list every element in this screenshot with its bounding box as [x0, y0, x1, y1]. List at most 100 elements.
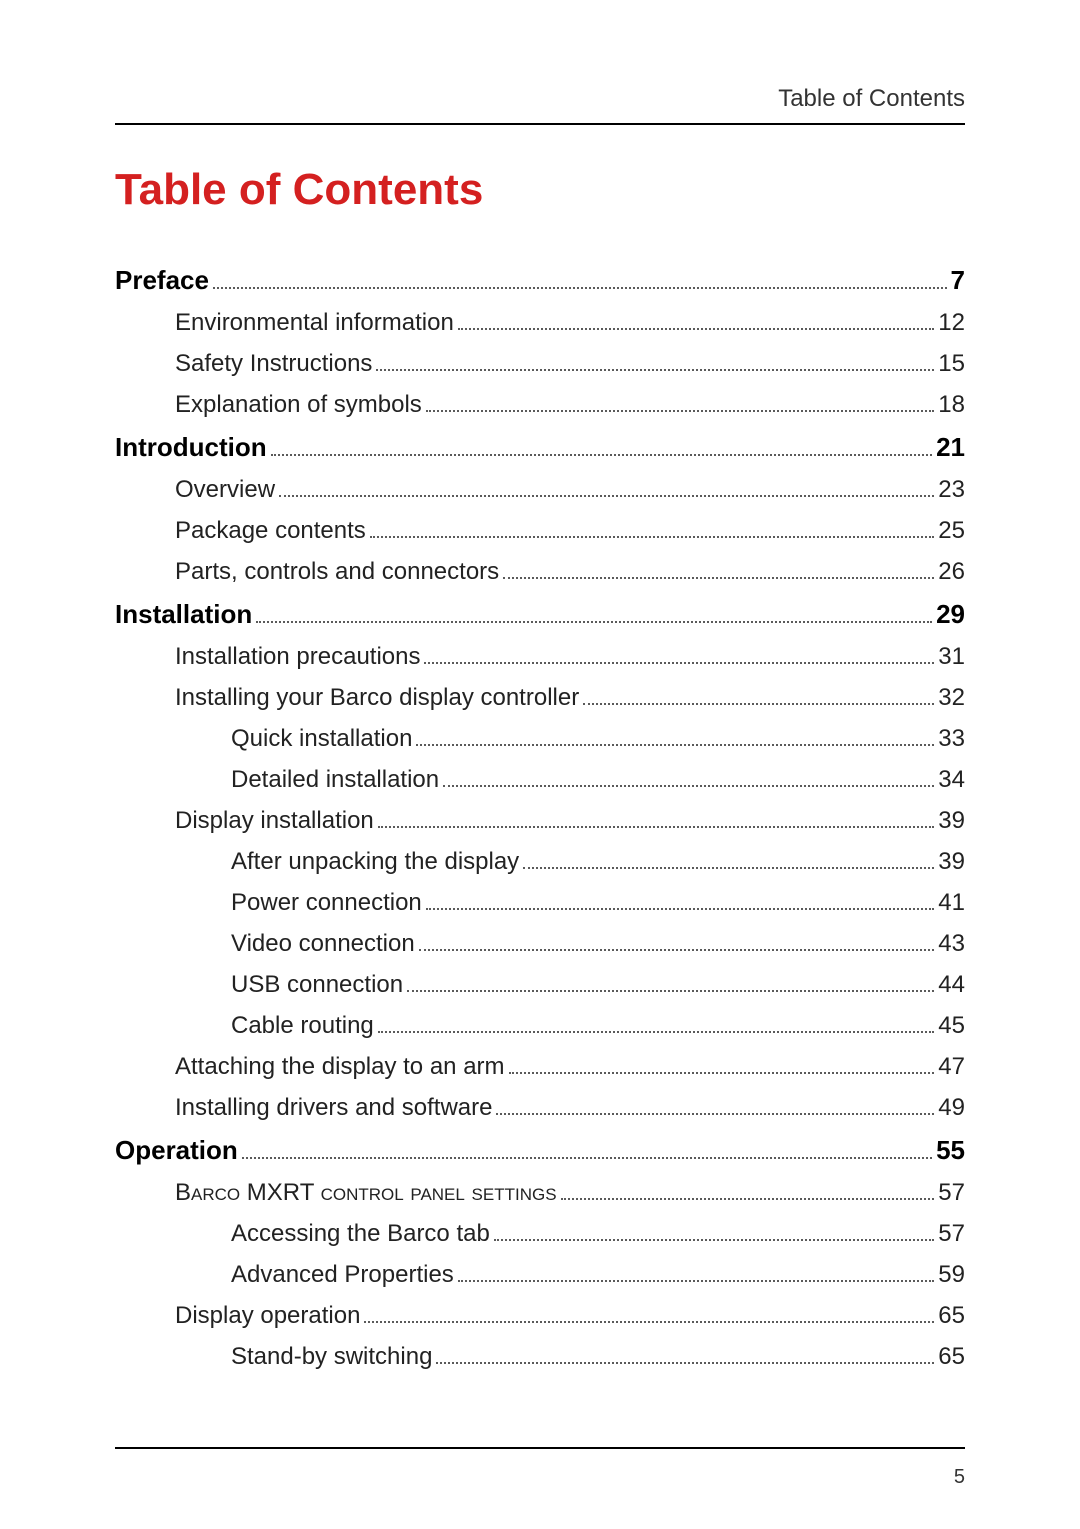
toc-row: Environmental information 12: [175, 309, 965, 337]
toc-entry-page: 59: [938, 1261, 965, 1289]
toc-leader-dots: [503, 577, 934, 579]
toc-leader-dots: [407, 990, 934, 992]
toc-entry-label: Installing drivers and software: [175, 1094, 492, 1122]
toc-row: Display operation 65: [175, 1302, 965, 1330]
toc-row: Package contents 25: [175, 517, 965, 545]
toc-entry-page: 39: [938, 848, 965, 876]
toc-entry-label: Explanation of symbols: [175, 391, 422, 419]
toc-row: Barco MXRT control panel settings 57: [175, 1179, 965, 1207]
toc-entry-page: 32: [938, 684, 965, 712]
toc-entry-label: Barco MXRT control panel settings: [175, 1179, 557, 1207]
toc-entry-label: Operation: [115, 1135, 238, 1166]
toc-leader-dots: [426, 410, 935, 412]
toc-row: Accessing the Barco tab 57: [231, 1220, 965, 1248]
toc-leader-dots: [378, 826, 935, 828]
toc-entry-page: 34: [938, 766, 965, 794]
toc-leader-dots: [494, 1239, 934, 1241]
toc-entry-page: 45: [938, 1012, 965, 1040]
toc-entry-label: Installing your Barco display controller: [175, 684, 579, 712]
toc-entry-page: 21: [936, 432, 965, 463]
toc-entry-label: Installation: [115, 599, 252, 630]
toc-row: After unpacking the display39: [231, 848, 965, 876]
toc-entry-page: 55: [936, 1135, 965, 1166]
toc-leader-dots: [496, 1113, 934, 1115]
toc-row: Safety Instructions 15: [175, 350, 965, 378]
toc-leader-dots: [458, 328, 934, 330]
toc-row: Cable routing 45: [231, 1012, 965, 1040]
toc-entry-page: 65: [938, 1302, 965, 1330]
toc-entry-page: 65: [938, 1343, 965, 1371]
toc-entry-label: Environmental information: [175, 309, 454, 337]
toc-leader-dots: [419, 949, 935, 951]
toc-entry-page: 57: [938, 1179, 965, 1207]
toc-leader-dots: [426, 908, 935, 910]
toc-entry-page: 39: [938, 807, 965, 835]
toc-row: Stand-by switching 65: [231, 1343, 965, 1371]
toc-row: Explanation of symbols 18: [175, 391, 965, 419]
toc-entry-label: Video connection: [231, 930, 415, 958]
toc-entry-page: 49: [938, 1094, 965, 1122]
toc-entry-page: 33: [938, 725, 965, 753]
toc-leader-dots: [370, 536, 935, 538]
toc-leader-dots: [458, 1280, 935, 1282]
toc-entry-label: Package contents: [175, 517, 366, 545]
toc-row: Installation 29: [115, 599, 965, 630]
toc-leader-dots: [509, 1072, 935, 1074]
header-label: Table of Contents: [115, 85, 965, 113]
toc-leader-dots: [583, 703, 934, 705]
toc-leader-dots: [416, 744, 934, 746]
toc-row: Operation 55: [115, 1135, 965, 1166]
toc-entry-label: Preface: [115, 265, 209, 296]
toc-row: Installation precautions 31: [175, 643, 965, 671]
toc-leader-dots: [523, 867, 934, 869]
toc-entry-label: Parts, controls and connectors: [175, 558, 499, 586]
toc-row: Preface 7: [115, 265, 965, 296]
toc-leader-dots: [378, 1031, 935, 1033]
toc-entry-page: 57: [938, 1220, 965, 1248]
toc-entry-label: Installation precautions: [175, 643, 420, 671]
toc-entry-label: Safety Instructions: [175, 350, 372, 378]
toc-row: Installing your Barco display controller…: [175, 684, 965, 712]
toc-row: Introduction 21: [115, 432, 965, 463]
toc-leader-dots: [443, 785, 934, 787]
toc-leader-dots: [242, 1157, 932, 1159]
main-title: Table of Contents: [115, 165, 965, 215]
toc-entry-label: Introduction: [115, 432, 267, 463]
toc-row: Installing drivers and software 49: [175, 1094, 965, 1122]
toc-entry-page: 7: [951, 265, 965, 296]
toc-row: Advanced Properties 59: [231, 1261, 965, 1289]
toc-entry-page: 25: [938, 517, 965, 545]
toc-entry-page: 15: [938, 350, 965, 378]
toc-entry-label: Display installation: [175, 807, 374, 835]
toc-entry-label: Detailed installation: [231, 766, 439, 794]
toc-entry-label: Cable routing: [231, 1012, 374, 1040]
toc-leader-dots: [271, 454, 932, 456]
toc-leader-dots: [279, 495, 934, 497]
toc-entry-page: 12: [938, 309, 965, 337]
toc-leader-dots: [364, 1321, 934, 1323]
toc-row: Power connection 41: [231, 889, 965, 917]
toc-entry-label: Attaching the display to an arm: [175, 1053, 505, 1081]
toc-entry-label: Overview: [175, 476, 275, 504]
toc-entry-page: 31: [938, 643, 965, 671]
header-rule: [115, 123, 965, 125]
table-of-contents: Preface 7 Environmental information 12 Safet…: [115, 265, 965, 1371]
toc-entry-page: 41: [938, 889, 965, 917]
toc-entry-page: 18: [938, 391, 965, 419]
toc-entry-label: Stand-by switching: [231, 1343, 432, 1371]
toc-entry-page: 47: [938, 1053, 965, 1081]
toc-entry-page: 44: [938, 971, 965, 999]
toc-row: USB connection44: [231, 971, 965, 999]
toc-row: Display installation 39: [175, 807, 965, 835]
toc-entry-page: 29: [936, 599, 965, 630]
page-number: 5: [954, 1466, 965, 1489]
toc-entry-label: Power connection: [231, 889, 422, 917]
toc-leader-dots: [256, 621, 932, 623]
toc-row: Quick installation33: [231, 725, 965, 753]
toc-entry-page: 26: [938, 558, 965, 586]
toc-entry-label: Advanced Properties: [231, 1261, 454, 1289]
toc-leader-dots: [424, 662, 934, 664]
toc-entry-label: Accessing the Barco tab: [231, 1220, 490, 1248]
toc-entry-page: 23: [938, 476, 965, 504]
toc-entry-label: Display operation: [175, 1302, 360, 1330]
